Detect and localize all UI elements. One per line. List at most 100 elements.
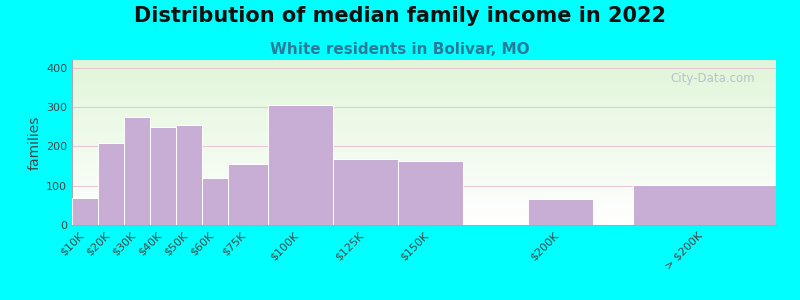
Bar — [72, 191, 776, 192]
Bar — [72, 107, 776, 108]
Bar — [72, 64, 776, 65]
Bar — [72, 188, 776, 189]
Bar — [72, 202, 776, 203]
Bar — [72, 101, 776, 102]
Bar — [72, 178, 776, 179]
Bar — [72, 169, 776, 170]
Bar — [72, 158, 776, 159]
Bar — [72, 99, 776, 100]
Bar — [72, 145, 776, 146]
Bar — [72, 185, 776, 186]
Bar — [72, 218, 776, 219]
Bar — [72, 93, 776, 94]
Bar — [72, 162, 776, 163]
Bar — [72, 65, 776, 66]
Bar — [176, 125, 202, 225]
Y-axis label: families: families — [28, 115, 42, 170]
Bar — [72, 144, 776, 145]
Bar — [72, 164, 776, 165]
Bar — [72, 171, 776, 172]
Bar — [72, 214, 776, 215]
Bar — [72, 201, 776, 202]
Bar — [72, 110, 776, 111]
Bar — [72, 143, 776, 144]
Bar — [72, 222, 776, 223]
Bar — [72, 129, 776, 130]
Bar — [72, 98, 776, 99]
Bar — [72, 196, 776, 197]
Bar — [72, 61, 776, 62]
Bar — [72, 111, 776, 112]
Bar — [72, 103, 776, 104]
Bar — [202, 178, 229, 225]
Bar — [72, 117, 776, 118]
Bar — [72, 206, 776, 207]
Bar — [72, 173, 776, 174]
Bar — [72, 119, 776, 120]
Bar — [72, 208, 776, 209]
Bar — [72, 122, 776, 123]
Bar — [229, 164, 267, 225]
Bar — [72, 170, 776, 171]
Bar — [72, 72, 776, 73]
Bar — [72, 132, 776, 133]
Bar — [72, 210, 776, 211]
Bar — [72, 157, 776, 158]
Bar — [72, 118, 776, 119]
Bar — [72, 130, 776, 131]
Bar — [72, 189, 776, 190]
Bar — [150, 127, 176, 225]
Bar — [72, 155, 776, 156]
Bar — [72, 116, 776, 117]
Bar — [72, 139, 776, 140]
Bar — [72, 92, 776, 93]
Bar — [72, 104, 776, 105]
Bar — [72, 124, 776, 125]
Bar — [72, 190, 776, 191]
Bar — [72, 85, 776, 86]
Bar — [72, 126, 776, 127]
Bar — [72, 66, 776, 67]
Bar — [398, 161, 463, 225]
Bar — [72, 89, 776, 90]
Bar — [72, 213, 776, 214]
Bar — [72, 159, 776, 160]
Bar — [72, 146, 776, 147]
Bar — [72, 223, 776, 224]
Bar — [124, 117, 150, 225]
Bar — [72, 123, 776, 124]
Bar — [72, 175, 776, 176]
Bar — [72, 120, 776, 121]
Bar — [72, 138, 776, 139]
Bar — [72, 105, 776, 106]
Bar — [72, 161, 776, 162]
Bar — [528, 200, 594, 225]
Bar — [72, 81, 776, 82]
Bar — [72, 90, 776, 91]
Bar — [72, 224, 776, 225]
Bar — [72, 153, 776, 154]
Bar — [98, 142, 124, 225]
Bar — [72, 181, 776, 182]
Bar — [72, 211, 776, 212]
Bar — [72, 186, 776, 187]
Bar — [72, 165, 776, 166]
Bar — [72, 141, 776, 142]
Bar — [72, 172, 776, 173]
Bar — [72, 91, 776, 92]
Bar — [72, 180, 776, 181]
Text: City-Data.com: City-Data.com — [670, 71, 755, 85]
Bar — [72, 163, 776, 164]
Bar — [72, 176, 776, 177]
Bar — [72, 220, 776, 221]
Bar — [72, 82, 776, 83]
Bar — [72, 84, 776, 85]
Bar — [72, 187, 776, 188]
Bar — [72, 87, 776, 88]
Bar — [72, 77, 776, 78]
Bar — [72, 216, 776, 217]
Bar — [72, 154, 776, 155]
Bar — [72, 118, 776, 119]
Bar — [72, 83, 776, 84]
Bar — [72, 207, 776, 208]
